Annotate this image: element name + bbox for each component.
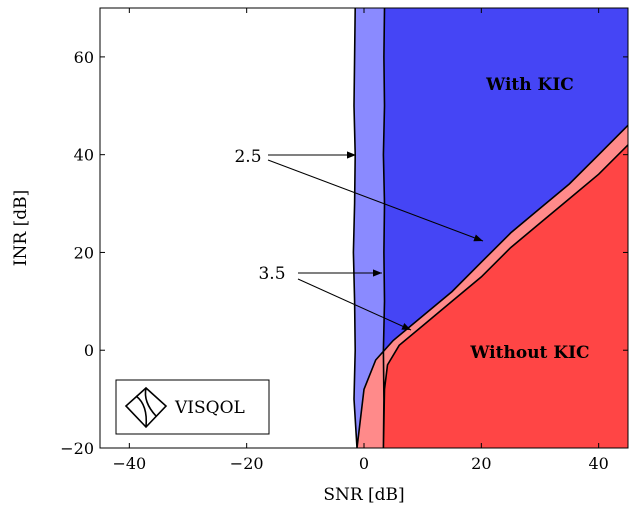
x-axis-ticks: −40 −20 0 20 40 (112, 8, 609, 473)
x-tick-label: 40 (588, 454, 608, 473)
y-tick-label: 60 (74, 48, 94, 67)
y-tick-label: 20 (74, 243, 94, 262)
with-kic-region (383, 8, 628, 448)
y-tick-label: −20 (60, 439, 94, 458)
y-tick-label: 0 (84, 341, 94, 360)
x-tick-label: −40 (112, 454, 146, 473)
contour-line-2-5 (352, 8, 628, 448)
legend-box (115, 379, 270, 435)
contour-line-3-5 (382, 8, 628, 448)
without-kic-label: Without KIC (469, 343, 589, 363)
y-axis-label: INR [dB] (11, 190, 31, 266)
legend-label: VISQOL (174, 398, 245, 418)
x-tick-label: 0 (359, 454, 369, 473)
annotation-2-5: 2.5 (234, 147, 484, 242)
x-tick-label: 20 (471, 454, 491, 473)
with-kic-label: With KIC (485, 75, 574, 95)
y-tick-label: 40 (74, 146, 94, 165)
x-tick-label: −20 (230, 454, 264, 473)
visqol-logo-icon (124, 386, 168, 429)
annotation-label-3-5: 3.5 (258, 264, 285, 284)
plot-regions (352, 8, 628, 448)
legend: VISQOL (115, 379, 270, 435)
without-kic-region (383, 144, 628, 448)
y-axis-ticks: −20 0 20 40 60 (60, 48, 628, 458)
annotation-3-5: 3.5 (258, 264, 412, 331)
annotation-arrow-2-5-lower (267, 159, 484, 242)
annotation-label-2-5: 2.5 (234, 147, 261, 167)
x-axis-label: SNR [dB] (323, 485, 404, 505)
annotation-arrow-3-5-lower (297, 278, 412, 331)
